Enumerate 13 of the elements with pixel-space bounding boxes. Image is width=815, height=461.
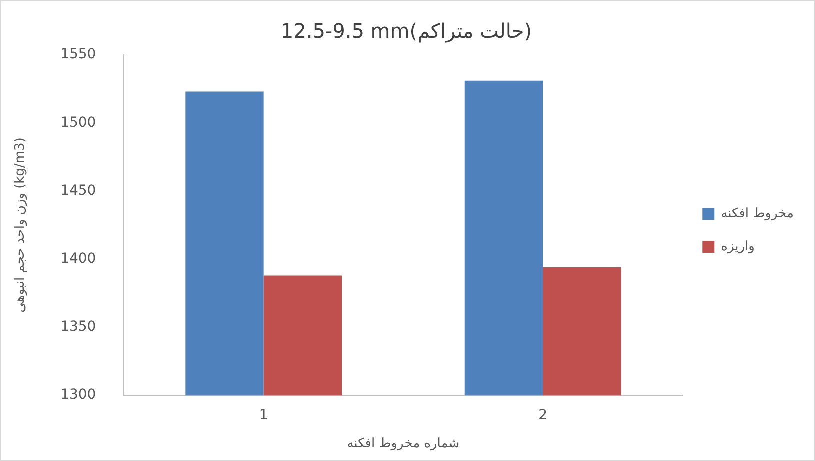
y-tick-label: 1550 [60,46,96,63]
y-axis-title: وزن واحد حجم انبوهی (kg/m3) [13,138,28,313]
y-tick-label: 1350 [60,319,96,336]
x-axis-title: شماره مخروط افکنه [347,436,460,452]
x-tick-label: 1 [259,408,268,424]
y-tick-label: 1500 [60,114,96,131]
y-tick-label: 1400 [60,251,96,267]
y-tick-label: 1300 [60,387,96,404]
legend-label: واریزه [721,239,755,254]
chart-title: 12.5-9.5 mm(حالت متراکم) [280,19,532,44]
x-tick-label: 2 [538,408,548,424]
legend-label: مخروط افکنه [721,206,794,222]
y-tick-label: 1450 [60,182,96,199]
